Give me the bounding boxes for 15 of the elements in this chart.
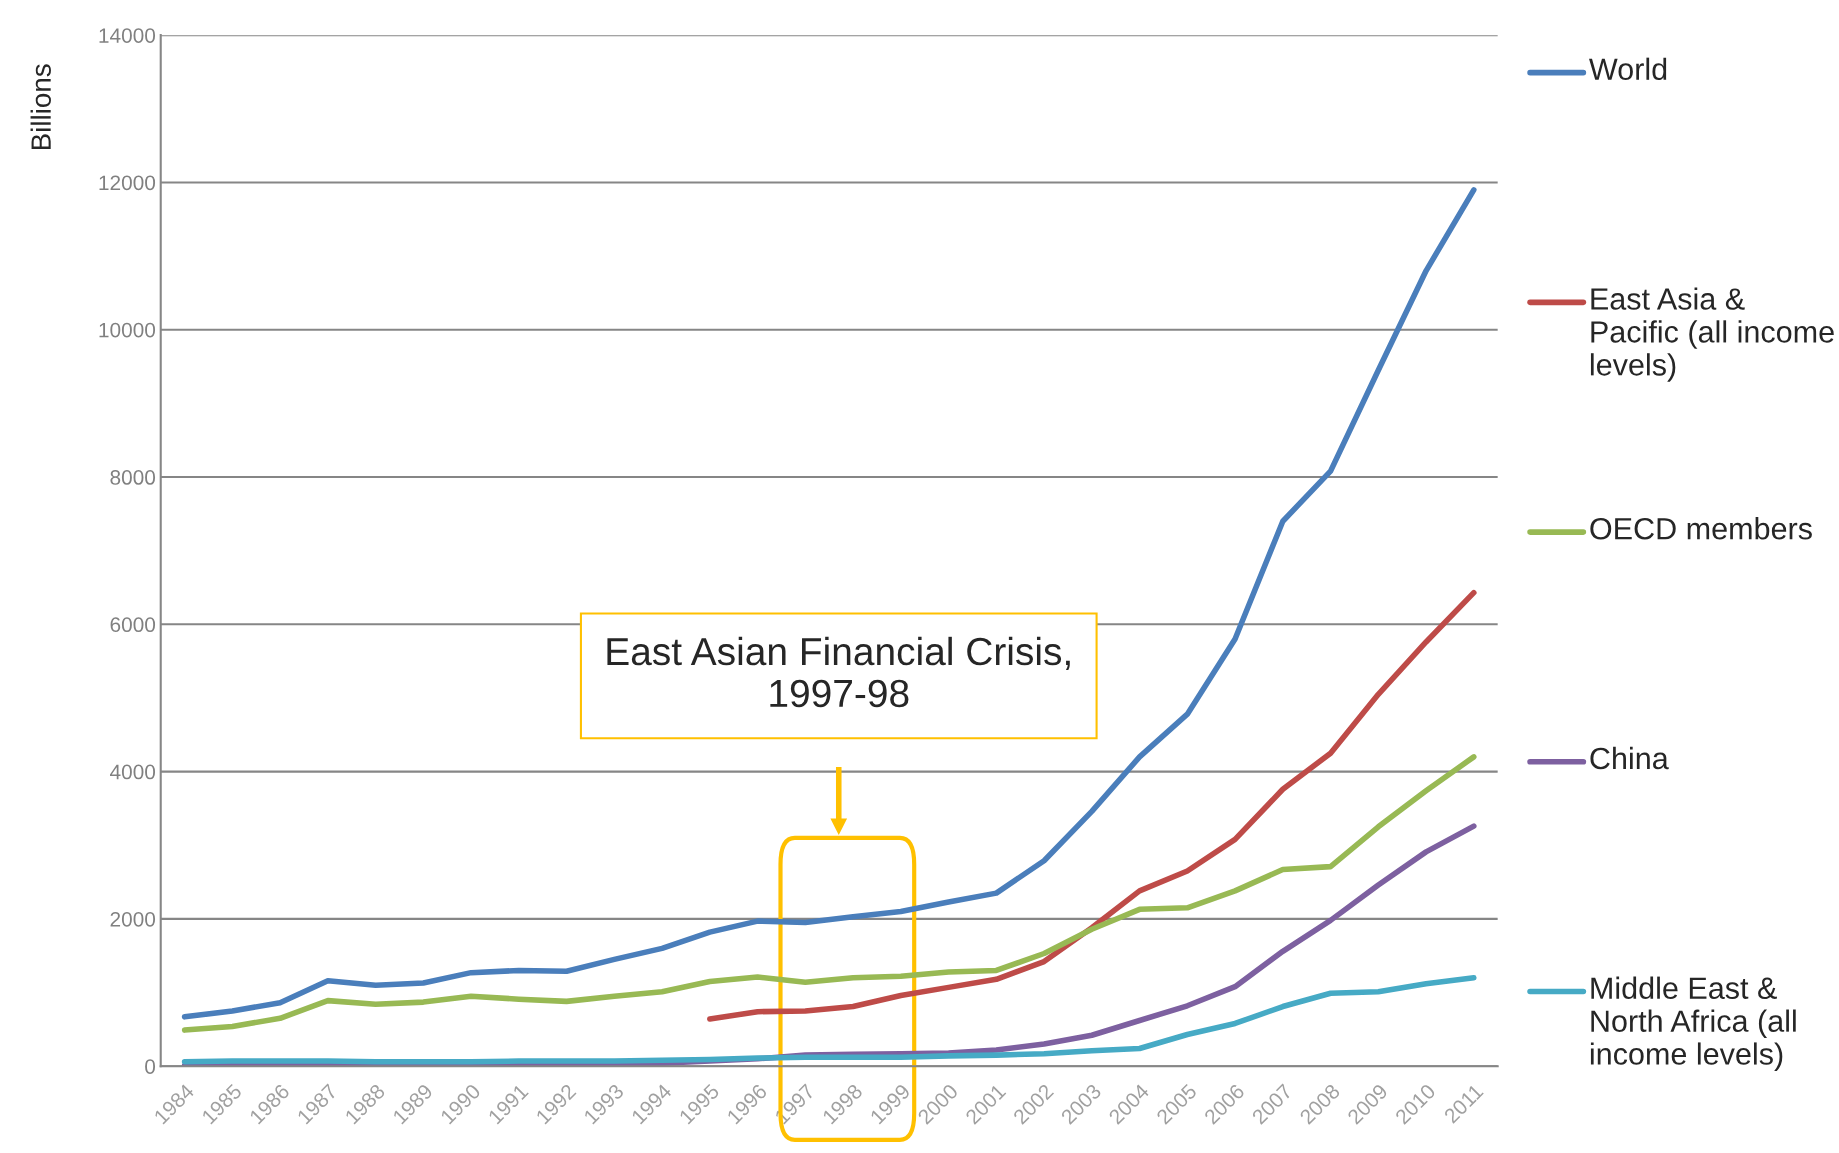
y-tick-label: 10000 <box>99 322 156 338</box>
legend-label: China <box>1590 746 1669 770</box>
y-axis-title: Billions <box>30 64 51 150</box>
legend-label: OECD members <box>1590 517 1812 540</box>
legend-label: Middle East & North Africa (all income levels) <box>1590 976 1796 1071</box>
y-tick-label: 2000 <box>110 911 156 927</box>
annotation: East Asian Financial Crisis, 1997-98 <box>607 636 1070 708</box>
y-tick-label: 14000 <box>99 28 156 43</box>
legend-label: East Asia & Pacific (all income levels) <box>1590 287 1834 382</box>
legend-label: World <box>1589 57 1667 81</box>
y-tick-label: 12000 <box>99 175 156 191</box>
y-tick-label: 0 <box>145 1059 156 1074</box>
y-tick-label: 8000 <box>110 470 156 485</box>
y-tick-label: 4000 <box>110 764 156 780</box>
y-tick-label: 6000 <box>110 617 156 633</box>
